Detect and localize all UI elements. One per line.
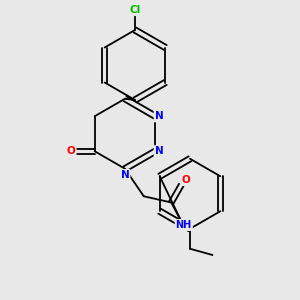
Text: NH: NH bbox=[176, 220, 192, 230]
Text: N: N bbox=[155, 146, 164, 156]
Text: N: N bbox=[121, 170, 129, 180]
Text: O: O bbox=[67, 146, 75, 156]
Text: Cl: Cl bbox=[129, 5, 141, 15]
Text: N: N bbox=[155, 111, 164, 121]
Text: O: O bbox=[182, 175, 190, 185]
